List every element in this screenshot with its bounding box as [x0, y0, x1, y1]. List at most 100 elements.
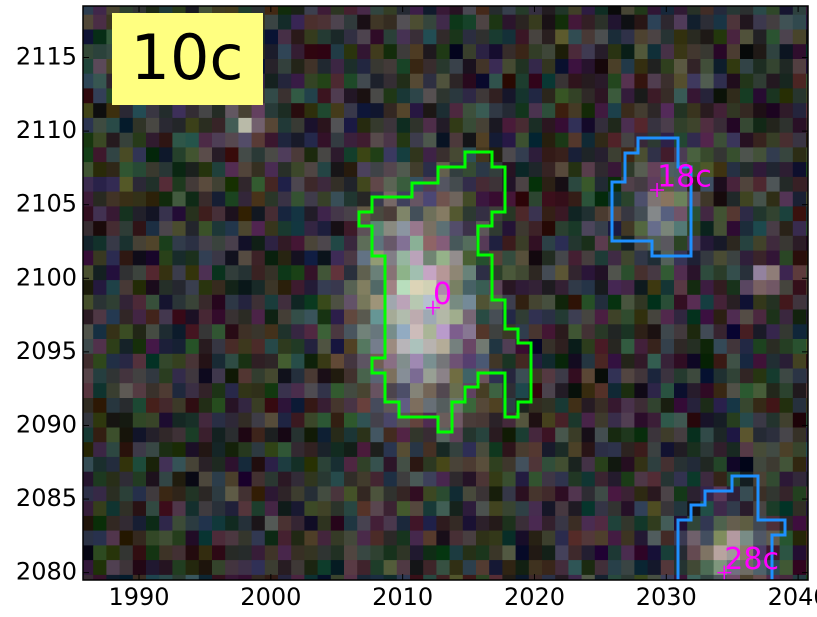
pixel: [410, 471, 424, 488]
pixel: [700, 191, 715, 207]
pixel: [330, 324, 345, 340]
pixel: [383, 103, 398, 119]
pixel: [687, 545, 701, 561]
pixel: [436, 6, 451, 16]
pixel: [489, 73, 503, 90]
pixel: [132, 545, 147, 561]
pixel: [660, 398, 675, 414]
pixel: [647, 294, 662, 311]
pixel: [106, 427, 121, 443]
pixel: [106, 442, 121, 458]
pixel: [700, 574, 715, 580]
pixel: [766, 162, 781, 178]
pixel: [462, 560, 477, 576]
pixel: [462, 191, 477, 207]
pixel: [647, 280, 662, 296]
pixel: [83, 515, 94, 532]
pixel: [370, 383, 385, 399]
pixel: [608, 191, 622, 207]
pixel: [674, 294, 688, 311]
pixel: [674, 6, 688, 16]
pixel: [317, 486, 332, 502]
pixel: [159, 353, 173, 370]
pixel: [753, 294, 767, 311]
pixel: [581, 103, 596, 119]
pixel: [357, 29, 371, 45]
pixel: [740, 456, 754, 473]
pixel: [581, 501, 596, 517]
pixel: [674, 206, 688, 222]
pixel: [146, 427, 160, 443]
pixel: [304, 324, 319, 340]
pixel: [83, 132, 94, 149]
pixel: [317, 14, 332, 31]
pixel: [806, 88, 808, 104]
pixel: [370, 515, 385, 532]
pixel: [291, 117, 305, 134]
pixel: [766, 6, 781, 16]
pixel: [330, 147, 345, 163]
pixel: [528, 14, 543, 31]
pixel: [172, 176, 187, 193]
pixel: [83, 398, 94, 414]
pixel: [291, 471, 305, 488]
pixel: [278, 339, 292, 355]
pixel: [291, 560, 305, 576]
pixel: [132, 530, 147, 546]
pixel: [132, 368, 147, 384]
pixel: [555, 412, 569, 429]
pixel: [581, 486, 596, 502]
pixel: [502, 486, 517, 502]
pixel: [449, 162, 464, 178]
pixel: [146, 486, 160, 502]
pixel: [555, 250, 569, 266]
pixel: [436, 88, 451, 104]
pixel: [647, 456, 662, 473]
pixel: [713, 368, 728, 384]
pixel: [251, 574, 266, 580]
pixel: [779, 147, 794, 163]
pixel: [93, 427, 107, 443]
pixel: [449, 235, 464, 252]
pixel: [185, 191, 200, 207]
pixel: [119, 383, 134, 399]
pixel: [726, 103, 741, 119]
pixel: [119, 412, 134, 429]
pixel: [357, 162, 371, 178]
pixel: [621, 574, 635, 580]
pixel: [726, 29, 741, 45]
pixel: [357, 530, 371, 546]
pixel: [528, 265, 543, 281]
pixel: [660, 368, 675, 384]
pixel: [436, 103, 451, 119]
pixel: [608, 14, 622, 31]
pixel: [594, 59, 609, 75]
pixel: [83, 368, 94, 384]
pixel: [766, 250, 781, 266]
pixel: [83, 6, 94, 16]
pixel: [119, 324, 134, 340]
pixel: [83, 88, 94, 104]
pixel: [568, 560, 583, 576]
pixel: [726, 486, 741, 502]
pixel: [383, 427, 398, 443]
pixel: [410, 14, 424, 31]
pixel: [766, 103, 781, 119]
pixel: [383, 44, 398, 60]
pixel: [555, 574, 569, 580]
pixel: [106, 280, 121, 296]
pixel: [357, 176, 371, 193]
pixel: [766, 515, 781, 532]
pixel: [344, 6, 358, 16]
pixel: [304, 501, 319, 517]
pixel: [740, 309, 754, 325]
x-tick-label: 2010: [372, 583, 433, 611]
pixel: [462, 309, 477, 325]
pixel: [542, 574, 556, 580]
pixel: [185, 117, 200, 134]
pixel: [383, 73, 398, 90]
pixel: [753, 545, 767, 561]
pixel: [581, 176, 596, 193]
pixel: [621, 29, 635, 45]
pixel: [766, 88, 781, 104]
